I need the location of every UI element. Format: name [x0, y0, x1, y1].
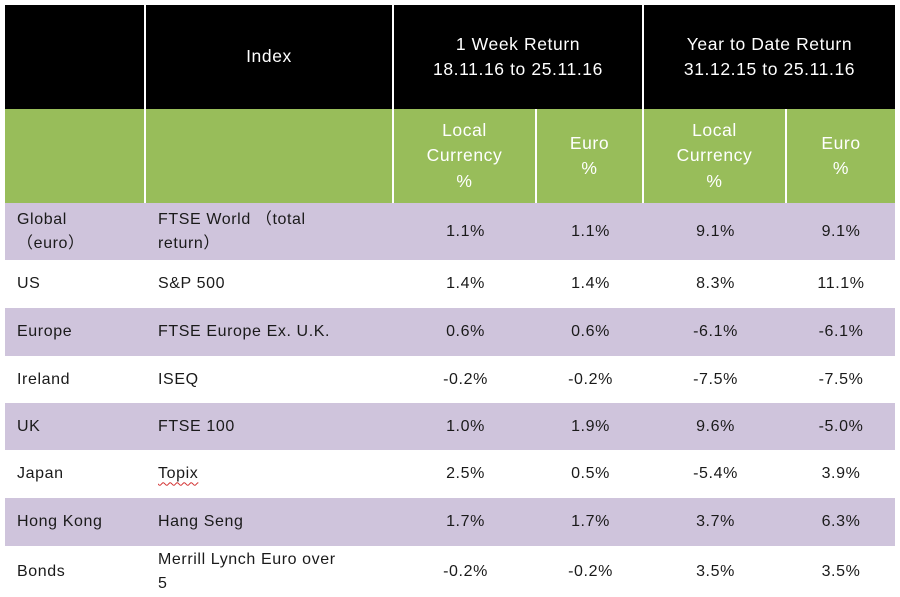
subheader-empty-index [146, 109, 394, 203]
row-ytd-euro: 9.1% [787, 203, 895, 260]
table-row: US S&P 500 1.4% 1.4% 8.3% 11.1% [5, 260, 895, 308]
row-ytd-local: 9.6% [644, 403, 787, 450]
row-ytd-euro: -5.0% [787, 403, 895, 450]
row-ytd-local: 9.1% [644, 203, 787, 260]
header-row: Index 1 Week Return 18.11.16 to 25.11.16… [5, 5, 895, 109]
row-region: UK [5, 403, 146, 450]
row-ytd-local: 8.3% [644, 260, 787, 308]
header-index: Index [146, 5, 394, 109]
header-week-return: 1 Week Return 18.11.16 to 25.11.16 [394, 5, 644, 109]
table-row: Bonds Merrill Lynch Euro over 5 -0.2% -0… [5, 546, 895, 597]
row-ytd-euro: 6.3% [787, 498, 895, 546]
row-ytd-local: 3.7% [644, 498, 787, 546]
row-region: Ireland [5, 356, 146, 403]
table-row: Europe FTSE Europe Ex. U.K. 0.6% 0.6% -6… [5, 308, 895, 356]
row-index: FTSE Europe Ex. U.K. [146, 308, 394, 356]
row-index-text: Topix [158, 465, 199, 483]
subheader-ytd-euro: Euro % [787, 109, 895, 203]
row-week-euro: -0.2% [537, 546, 644, 597]
row-week-local: 1.4% [394, 260, 537, 308]
row-region: US [5, 260, 146, 308]
row-index: ISEQ [146, 356, 394, 403]
row-index: Hang Seng [146, 498, 394, 546]
subheader-ytd-local-currency: Local Currency % [644, 109, 787, 203]
table-row: Global （euro） FTSE World （total return） … [5, 203, 895, 260]
subheader-row: Local Currency % Euro % Local Currency %… [5, 109, 895, 203]
row-week-local: -0.2% [394, 356, 537, 403]
row-region: Japan [5, 450, 146, 498]
row-ytd-euro: -7.5% [787, 356, 895, 403]
row-index: Topix [146, 450, 394, 498]
row-ytd-local: 3.5% [644, 546, 787, 597]
row-week-euro: 1.9% [537, 403, 644, 450]
row-region: Hong Kong [5, 498, 146, 546]
row-ytd-local: -7.5% [644, 356, 787, 403]
row-region: Bonds [5, 546, 146, 597]
header-empty-cell [5, 5, 146, 109]
table-row: Ireland ISEQ -0.2% -0.2% -7.5% -7.5% [5, 356, 895, 403]
subheader-week-local-currency: Local Currency % [394, 109, 537, 203]
row-index: Merrill Lynch Euro over 5 [146, 546, 394, 597]
row-ytd-euro: 3.5% [787, 546, 895, 597]
row-week-local: 1.7% [394, 498, 537, 546]
row-ytd-euro: -6.1% [787, 308, 895, 356]
row-week-local: 2.5% [394, 450, 537, 498]
row-region: Global （euro） [5, 203, 146, 260]
row-week-euro: 1.4% [537, 260, 644, 308]
row-index: FTSE World （total return） [146, 203, 394, 260]
row-week-euro: 0.5% [537, 450, 644, 498]
row-ytd-euro: 3.9% [787, 450, 895, 498]
row-index: FTSE 100 [146, 403, 394, 450]
row-index: S&P 500 [146, 260, 394, 308]
row-ytd-local: -6.1% [644, 308, 787, 356]
row-region: Europe [5, 308, 146, 356]
header-ytd-return: Year to Date Return 31.12.15 to 25.11.16 [644, 5, 895, 109]
row-ytd-euro: 11.1% [787, 260, 895, 308]
subheader-empty-region [5, 109, 146, 203]
row-week-euro: 0.6% [537, 308, 644, 356]
row-week-local: 1.0% [394, 403, 537, 450]
subheader-week-euro: Euro % [537, 109, 644, 203]
table-row: Japan Topix 2.5% 0.5% -5.4% 3.9% [5, 450, 895, 498]
row-week-local: -0.2% [394, 546, 537, 597]
row-ytd-local: -5.4% [644, 450, 787, 498]
row-week-euro: 1.1% [537, 203, 644, 260]
table-row: Hong Kong Hang Seng 1.7% 1.7% 3.7% 6.3% [5, 498, 895, 546]
table-row: UK FTSE 100 1.0% 1.9% 9.6% -5.0% [5, 403, 895, 450]
row-week-euro: -0.2% [537, 356, 644, 403]
row-week-local: 0.6% [394, 308, 537, 356]
row-week-euro: 1.7% [537, 498, 644, 546]
row-week-local: 1.1% [394, 203, 537, 260]
